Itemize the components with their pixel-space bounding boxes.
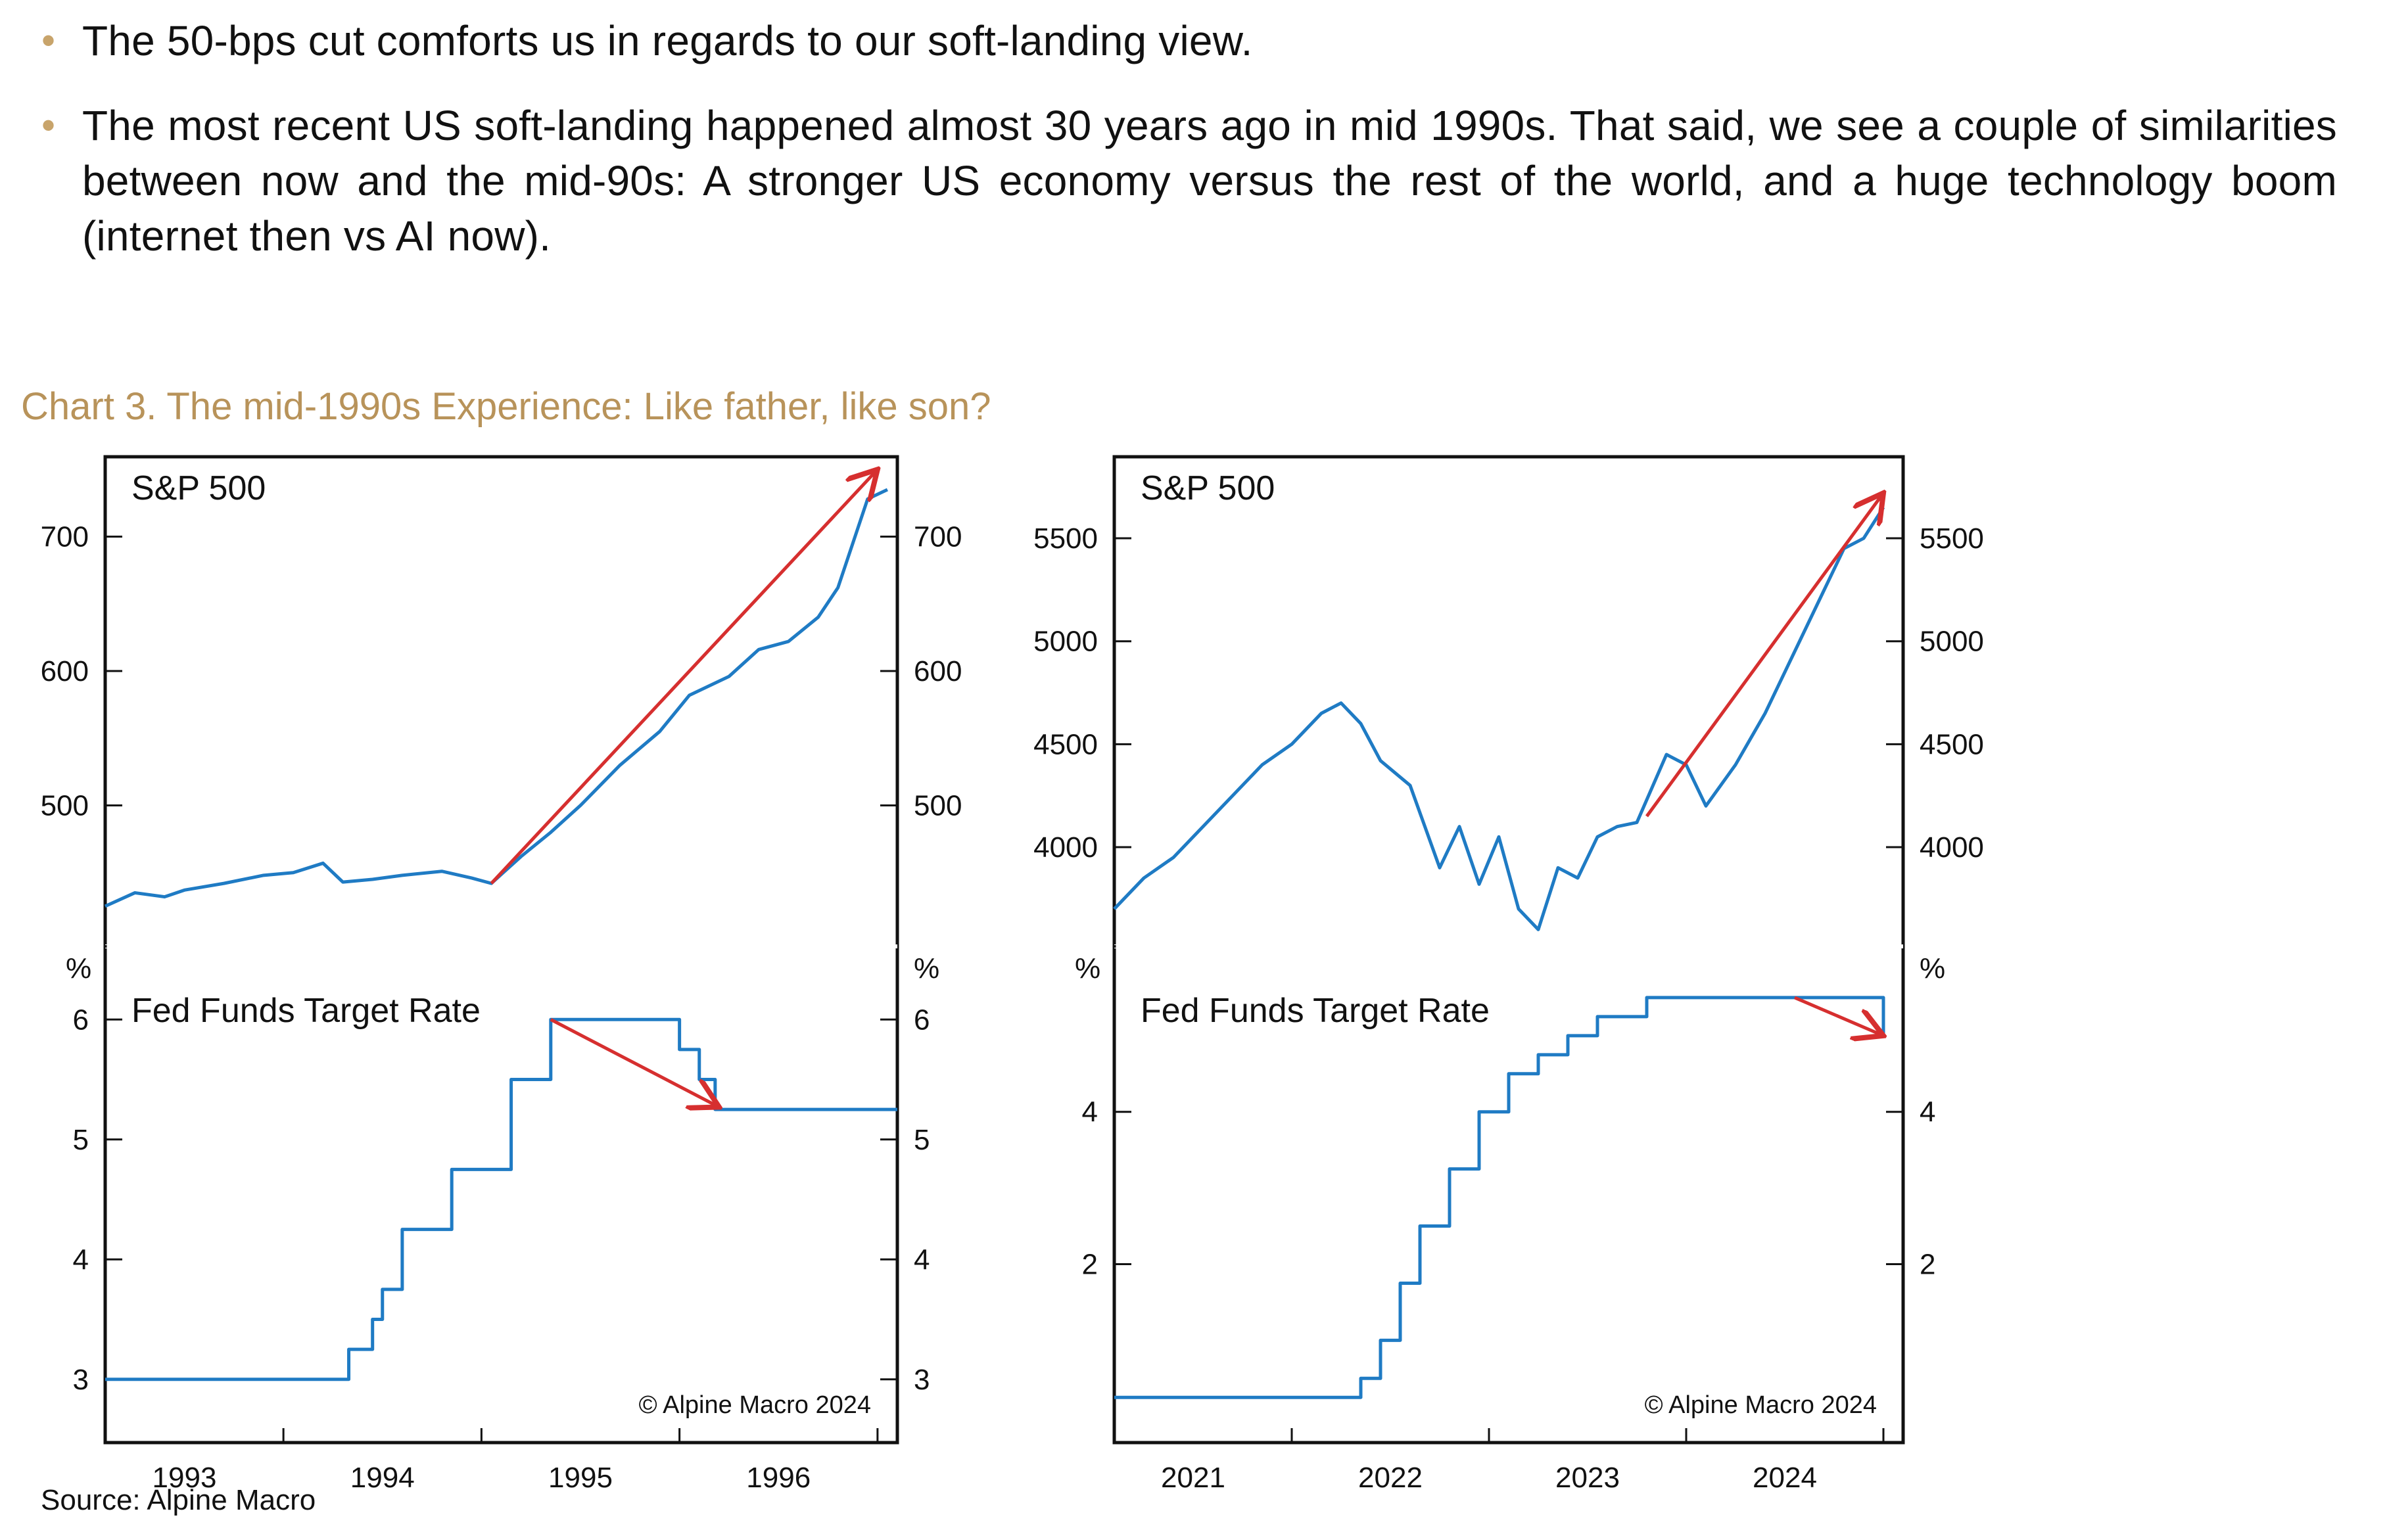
y-tick-label-right: 4 bbox=[914, 1243, 930, 1276]
y-tick-label-left: 4 bbox=[1082, 1096, 1098, 1128]
y-tick-label-right: 4 bbox=[1920, 1096, 1935, 1128]
x-tick-label: 2023 bbox=[1555, 1462, 1620, 1494]
y-tick-label-right: 4000 bbox=[1920, 831, 1984, 864]
unit-label-right: % bbox=[1920, 952, 1945, 985]
bullet-dot-icon: • bbox=[41, 18, 56, 62]
trend-arrow bbox=[1794, 996, 1883, 1036]
y-tick-label-right: 700 bbox=[914, 521, 962, 553]
y-tick-label-left: 700 bbox=[41, 521, 89, 553]
y-tick-label-left: 2 bbox=[1082, 1248, 1098, 1280]
y-tick-label-right: 2 bbox=[1920, 1248, 1935, 1280]
y-tick-label-right: 6 bbox=[914, 1004, 930, 1036]
y-tick-label-left: 600 bbox=[41, 655, 89, 687]
y-tick-label-left: 3 bbox=[73, 1364, 89, 1396]
bullet-item: • The most recent US soft-landing happen… bbox=[36, 98, 2337, 264]
x-tick-label: 2021 bbox=[1161, 1462, 1225, 1494]
panel-title: S&P 500 bbox=[131, 469, 266, 507]
y-tick-label-right: 500 bbox=[914, 790, 962, 822]
copyright-annotation: © Alpine Macro 2024 bbox=[1645, 1391, 1877, 1419]
y-tick-label-right: 5000 bbox=[1920, 626, 1984, 658]
y-tick-label-left: 4500 bbox=[1033, 728, 1098, 760]
panel-frame bbox=[103, 455, 899, 1445]
y-tick-label-left: 5500 bbox=[1033, 522, 1098, 555]
y-tick-label-left: 4000 bbox=[1033, 831, 1098, 864]
bullet-text: The 50-bps cut comforts us in regards to… bbox=[82, 17, 1253, 64]
series-line bbox=[105, 1017, 897, 1381]
trend-arrow bbox=[550, 1018, 719, 1107]
series-line bbox=[104, 488, 889, 908]
y-tick-label-left: 6 bbox=[73, 1004, 89, 1036]
unit-label-right: % bbox=[914, 952, 939, 985]
panel-title: Fed Funds Target Rate bbox=[1141, 992, 1490, 1030]
panel-frame bbox=[1112, 455, 1905, 1445]
commentary-bullets: • The 50-bps cut comforts us in regards … bbox=[36, 13, 2337, 293]
y-tick-label-right: 5500 bbox=[1920, 522, 1984, 555]
x-tick-label: 1994 bbox=[350, 1462, 415, 1494]
unit-label-left: % bbox=[66, 952, 91, 985]
trend-arrow bbox=[490, 469, 877, 885]
bullet-text: The most recent US soft-landing happened… bbox=[82, 102, 2337, 260]
unit-label-left: % bbox=[1075, 952, 1100, 985]
panel-title: S&P 500 bbox=[1141, 469, 1275, 507]
y-tick-label-right: 4500 bbox=[1920, 728, 1984, 760]
source-note: Source: Alpine Macro bbox=[41, 1484, 316, 1516]
y-tick-label-right: 600 bbox=[914, 655, 962, 687]
chart-title: Chart 3. The mid-1990s Experience: Like … bbox=[21, 385, 991, 428]
y-tick-label-left: 5 bbox=[73, 1124, 89, 1156]
y-tick-label-left: 500 bbox=[41, 790, 89, 822]
bullet-dot-icon: • bbox=[41, 103, 56, 147]
y-tick-label-right: 3 bbox=[914, 1364, 930, 1396]
y-tick-label-right: 5 bbox=[914, 1124, 930, 1156]
x-tick-label: 1996 bbox=[746, 1462, 811, 1494]
x-tick-label: 2024 bbox=[1753, 1462, 1817, 1494]
y-tick-label-left: 5000 bbox=[1033, 626, 1098, 658]
x-tick-label: 1993 bbox=[153, 1462, 217, 1494]
bullet-item: • The 50-bps cut comforts us in regards … bbox=[36, 13, 2337, 68]
x-tick-label: 2022 bbox=[1358, 1462, 1423, 1494]
panel-title: Fed Funds Target Rate bbox=[131, 992, 481, 1030]
series-line bbox=[1113, 506, 1885, 931]
series-line bbox=[1114, 996, 1885, 1399]
trend-arrow bbox=[1645, 493, 1883, 818]
copyright-annotation: © Alpine Macro 2024 bbox=[639, 1391, 871, 1419]
y-tick-label-left: 4 bbox=[73, 1243, 89, 1276]
x-tick-label: 1995 bbox=[548, 1462, 613, 1494]
